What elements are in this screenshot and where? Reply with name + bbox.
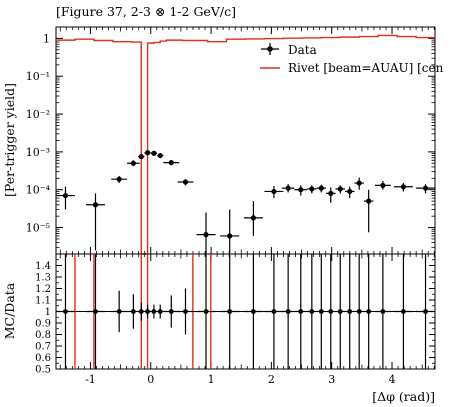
ratio-point: [380, 309, 386, 314]
ratio-point: [151, 309, 157, 314]
data-point: [328, 190, 334, 196]
ratio-point: [347, 309, 353, 314]
ratio-point: [168, 309, 174, 314]
data-point: [138, 154, 144, 160]
main-y-tick-label: 10⁻⁵: [26, 222, 50, 235]
figure-title: [Figure 37, 2-3 ⊗ 1-2 GeV/c]: [56, 4, 236, 19]
ratio-point: [285, 309, 291, 314]
ratio-y-tick-label: 0.7: [35, 342, 51, 353]
data-point: [144, 150, 151, 156]
ratio-point: [183, 309, 188, 314]
ratio-y-tick-label: 0.6: [35, 353, 51, 364]
x-tick-label: 0: [147, 373, 154, 386]
ratio-point: [298, 309, 304, 314]
main-y-axis-label: [Per-trigger yield]: [2, 83, 17, 197]
ratio-point: [203, 309, 209, 314]
x-tick-label: 4: [389, 373, 396, 386]
ratio-point: [337, 309, 343, 314]
ratio-y-tick-label: 1.1: [35, 296, 51, 307]
ratio-y-tick-label: 0.9: [35, 319, 51, 330]
data-point: [400, 184, 407, 190]
data-point: [182, 179, 189, 185]
ratio-point: [366, 309, 372, 314]
ratio-y-axis-label: MC/Data: [2, 282, 17, 339]
legend: Data Rivet [beam=AUAU] [cen: [260, 43, 444, 75]
data-point: [347, 188, 353, 195]
data-point: [380, 182, 386, 189]
ratio-point: [138, 309, 144, 314]
main-plot: 1 10⁻¹ 10⁻² 10⁻³ 10⁻⁴ 10⁻⁵: [26, 26, 435, 255]
data-point: [318, 185, 324, 191]
x-tick-label: 1: [208, 373, 215, 386]
data-point: [422, 185, 429, 191]
data-point: [151, 150, 157, 156]
mc-histogram-line: [56, 34, 435, 255]
ratio-point: [116, 309, 122, 314]
ratio-point: [271, 309, 277, 314]
data-point: [366, 198, 372, 204]
data-point: [130, 160, 136, 166]
ratio-plot: -1 0 1 2 3 40.50.60.70.80.911.11.21.31.4: [35, 254, 435, 386]
x-tick-label: -1: [85, 373, 96, 386]
x-axis-label: [Δφ (rad)]: [372, 389, 435, 404]
ratio-point: [227, 309, 233, 314]
ratio-point: [157, 309, 163, 314]
data-point: [227, 233, 233, 239]
ratio-y-tick-label: 1.4: [35, 261, 51, 272]
ratio-y-tick-label: 1: [45, 307, 51, 318]
data-point: [116, 176, 122, 182]
main-y-tick-label: 1: [43, 32, 50, 45]
ratio-point: [401, 309, 406, 314]
data-point: [271, 188, 277, 195]
ratio-point: [356, 309, 362, 314]
ratio-point: [130, 309, 136, 314]
ratio-y-tick-label: 0.5: [35, 365, 51, 376]
data-point: [298, 187, 304, 193]
ratio-point: [318, 309, 324, 314]
main-y-tick-label: 10⁻²: [26, 108, 50, 121]
x-tick-label: 2: [268, 373, 275, 386]
ratio-point: [423, 309, 428, 314]
data-point: [250, 215, 256, 221]
ratio-point: [145, 309, 150, 314]
ratio-y-tick-label: 0.8: [35, 330, 51, 341]
data-point: [92, 202, 99, 208]
data-point: [157, 152, 163, 159]
ratio-y-tick-label: 1.2: [35, 284, 51, 295]
ratio-point: [93, 309, 98, 314]
data-point: [356, 180, 362, 186]
data-point: [168, 160, 174, 166]
legend-mc-label: Rivet [beam=AUAU] [cen: [288, 61, 444, 75]
ratio-point: [250, 309, 256, 314]
ratio-point: [309, 309, 315, 314]
ratio-point: [328, 309, 334, 314]
data-point: [62, 192, 69, 199]
main-y-tick-label: 10⁻⁴: [26, 184, 51, 197]
data-point: [337, 186, 343, 192]
ratio-y-tick-label: 1.3: [35, 273, 51, 284]
data-point: [285, 185, 291, 191]
x-tick-label: 3: [328, 373, 335, 386]
legend-data-label: Data: [288, 43, 317, 57]
legend-data-marker: [267, 46, 273, 52]
data-point: [309, 186, 315, 192]
main-y-tick-label: 10⁻³: [26, 146, 50, 159]
data-point: [203, 232, 209, 238]
ratio-point: [63, 309, 68, 314]
main-y-tick-label: 10⁻¹: [26, 70, 50, 83]
